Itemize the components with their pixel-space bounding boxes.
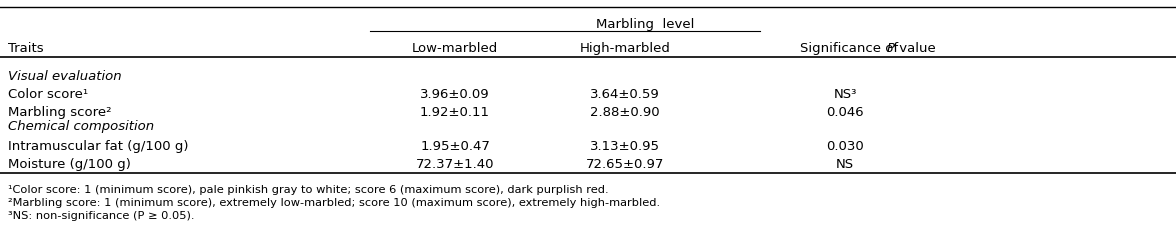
Text: 0.046: 0.046 (827, 106, 864, 118)
Text: Moisture (g/100 g): Moisture (g/100 g) (8, 157, 131, 170)
Text: NS³: NS³ (834, 88, 856, 101)
Text: 3.64±0.59: 3.64±0.59 (590, 88, 660, 101)
Text: 3.13±0.95: 3.13±0.95 (590, 139, 660, 152)
Text: Significance of: Significance of (800, 42, 902, 55)
Text: NS: NS (836, 157, 854, 170)
Text: 72.37±1.40: 72.37±1.40 (416, 157, 494, 170)
Text: 72.65±0.97: 72.65±0.97 (586, 157, 664, 170)
Text: Intramuscular fat (g/100 g): Intramuscular fat (g/100 g) (8, 139, 188, 152)
Text: Visual evaluation: Visual evaluation (8, 70, 121, 83)
Text: 3.96±0.09: 3.96±0.09 (420, 88, 490, 101)
Text: 2.88±0.90: 2.88±0.90 (590, 106, 660, 118)
Text: Color score¹: Color score¹ (8, 88, 88, 101)
Text: ³NS: non-significance (P ≥ 0.05).: ³NS: non-significance (P ≥ 0.05). (8, 210, 194, 220)
Text: 1.92±0.11: 1.92±0.11 (420, 106, 490, 118)
Text: Traits: Traits (8, 42, 44, 55)
Text: Low-marbled: Low-marbled (412, 42, 499, 55)
Text: High-marbled: High-marbled (580, 42, 670, 55)
Text: Chemical composition: Chemical composition (8, 119, 154, 132)
Text: ²Marbling score: 1 (minimum score), extremely low-marbled; score 10 (maximum sco: ²Marbling score: 1 (minimum score), extr… (8, 197, 660, 207)
Text: Marbling  level: Marbling level (596, 18, 694, 31)
Text: 0.030: 0.030 (826, 139, 864, 152)
Text: Marbling score²: Marbling score² (8, 106, 112, 118)
Text: P: P (887, 42, 895, 55)
Text: value: value (895, 42, 936, 55)
Text: 1.95±0.47: 1.95±0.47 (420, 139, 490, 152)
Text: ¹Color score: 1 (minimum score), pale pinkish gray to white; score 6 (maximum sc: ¹Color score: 1 (minimum score), pale pi… (8, 184, 609, 194)
